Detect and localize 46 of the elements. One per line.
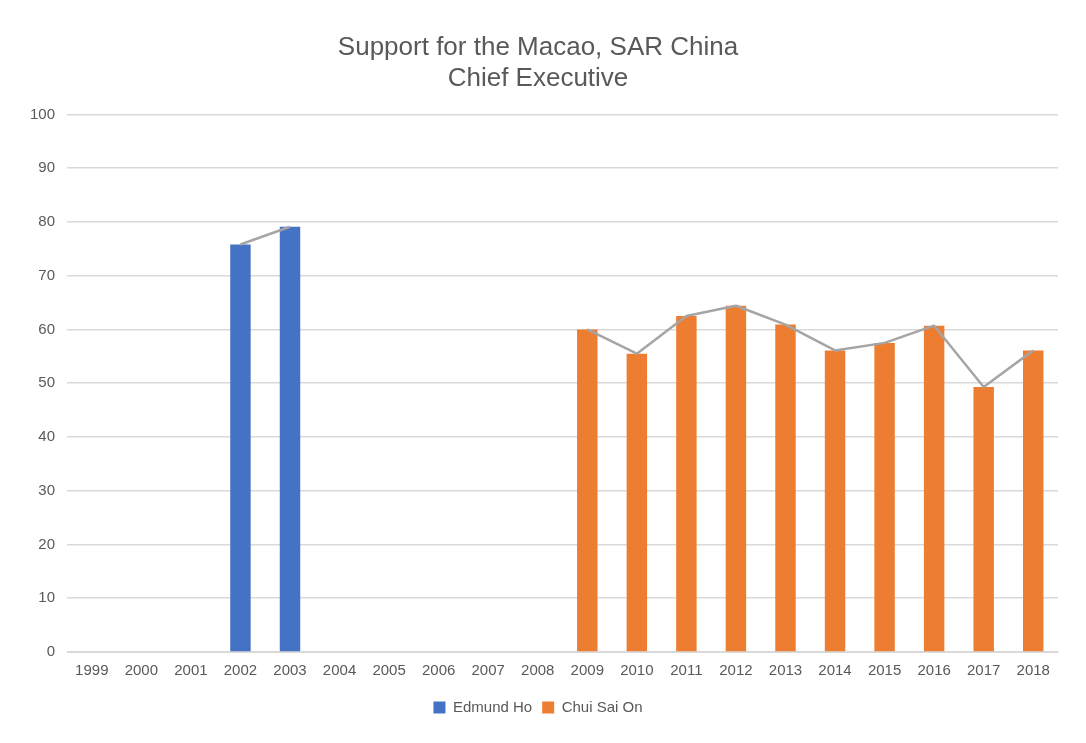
y-tick-label: 90 [38,158,56,176]
y-tick-label: 20 [38,534,56,552]
x-tick-label: 2015 [867,661,902,679]
x-tick-label: 2009 [570,661,604,679]
x-tick-label: 2012 [719,661,753,679]
x-tick-label: 2001 [174,661,208,679]
chart-title: Support for the Macao, SAR China Chief Executive [337,30,739,92]
x-tick-label: 2007 [471,661,505,679]
bar [725,305,747,652]
y-tick-label: 40 [38,427,56,445]
x-tick-label: 2011 [670,661,703,679]
legend-label: Edmund Ho [452,697,533,715]
bar [874,342,895,652]
bar [230,244,251,652]
bar [923,325,945,652]
x-tick-label: 2006 [421,661,456,679]
x-tick-label: 2003 [273,661,307,679]
bar [775,324,796,652]
x-tick-label: 2016 [917,661,951,679]
x-tick-label: 2014 [818,661,852,679]
x-tick-label: 2018 [1016,661,1050,679]
y-tick-label: 70 [38,265,56,283]
y-tick-label: 10 [38,588,56,606]
y-tick-label: 30 [38,480,56,498]
x-tick-label: 2010 [620,661,654,679]
bar [973,386,994,652]
y-tick-label: 0 [46,642,56,660]
bar [1023,350,1044,652]
legend-label: Chui Sai On [561,697,643,715]
bar [676,316,697,652]
x-tick-label: 2005 [372,661,406,679]
x-tick-label: 2000 [124,661,159,679]
y-tick-label: 60 [38,319,56,337]
bar [626,353,648,652]
y-tick-label: 80 [38,212,56,230]
bar [279,226,301,652]
x-tick-label: 2008 [521,661,555,679]
x-tick-label: 2002 [223,661,258,679]
x-tick-label: 2013 [768,661,803,679]
bar [824,350,846,652]
x-tick-label: 2017 [966,661,1001,679]
bar [577,329,598,652]
x-tick-label: 1999 [75,661,109,679]
y-tick-label: 50 [38,373,56,391]
y-tick-label: 100 [30,104,56,122]
x-tick-label: 2004 [322,661,357,679]
